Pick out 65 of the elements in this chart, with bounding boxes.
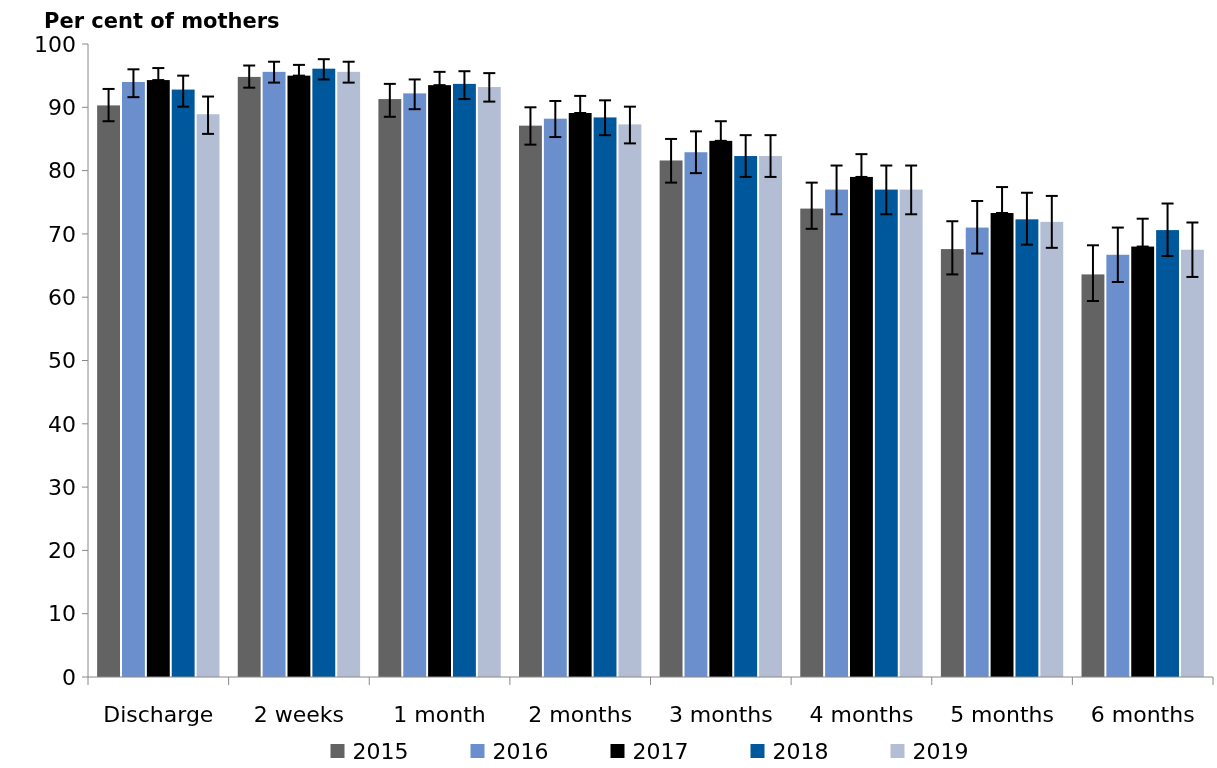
y-tick-label: 50 (48, 348, 76, 374)
y-axis-title: Per cent of mothers (44, 9, 280, 33)
x-tick-label: 6 months (1090, 702, 1195, 727)
bar (940, 249, 964, 677)
bar (312, 68, 336, 677)
x-tick-label: 5 months (950, 702, 1054, 727)
bar (734, 156, 758, 677)
y-tick-label: 20 (48, 538, 76, 564)
bar (1015, 219, 1039, 677)
x-tick-label: 4 months (809, 702, 914, 727)
y-tick-label: 10 (48, 601, 76, 627)
y-tick-label: 100 (34, 31, 76, 57)
bar (618, 124, 642, 677)
bar (403, 93, 427, 677)
bar (477, 87, 501, 677)
y-tick-label: 0 (62, 664, 76, 690)
bar (378, 99, 402, 677)
bar (684, 152, 708, 677)
bar (171, 89, 195, 677)
bar (899, 189, 923, 677)
x-tick-label: Discharge (103, 702, 214, 727)
bar (452, 83, 476, 677)
bar (237, 76, 261, 677)
bar (262, 71, 286, 677)
y-tick-label: 30 (48, 474, 76, 500)
bar (337, 71, 361, 677)
bar (1081, 274, 1105, 677)
y-tick-label: 70 (48, 221, 76, 247)
legend-label: 2016 (492, 738, 549, 764)
bar (709, 140, 733, 677)
bar (122, 81, 145, 677)
bar (1040, 221, 1064, 677)
bar (1156, 230, 1179, 677)
bar (1106, 254, 1130, 677)
bar (850, 176, 873, 677)
x-tick-label: 3 months (668, 702, 773, 727)
bar (543, 118, 567, 677)
bar (593, 117, 617, 677)
bar (990, 213, 1014, 677)
bar (287, 75, 311, 677)
legend-label: 2015 (352, 738, 409, 764)
legend-label: 2018 (772, 738, 829, 764)
bar (759, 156, 782, 677)
bar (1180, 249, 1204, 677)
bar (97, 105, 121, 677)
bar (825, 189, 849, 677)
legend-label: 2019 (912, 738, 969, 764)
bar (874, 189, 898, 677)
bar (965, 227, 989, 677)
bar (1131, 246, 1155, 677)
y-tick-label: 80 (48, 158, 76, 184)
x-tick-label: 2 weeks (253, 702, 345, 727)
x-tick-label: 1 month (393, 702, 486, 727)
bar (146, 80, 170, 677)
bar (800, 208, 824, 677)
bar (568, 113, 592, 677)
x-tick-label: 2 months (528, 702, 633, 727)
y-tick-label: 40 (48, 411, 76, 437)
bar (428, 85, 451, 677)
bar (519, 125, 542, 677)
legend-label: 2017 (632, 738, 689, 764)
bar (659, 160, 683, 677)
bar (196, 114, 220, 677)
y-tick-label: 60 (48, 284, 76, 310)
y-tick-label: 90 (48, 95, 76, 120)
